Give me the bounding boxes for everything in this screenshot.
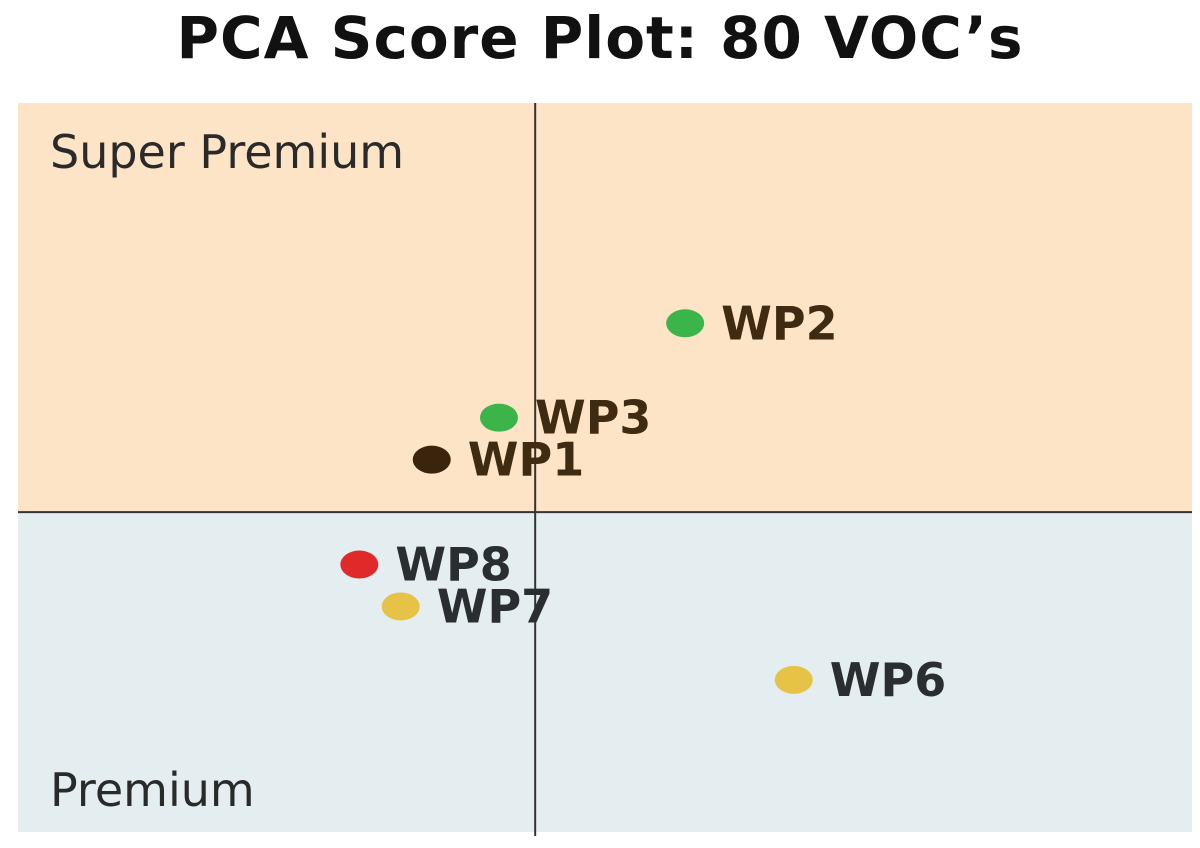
chart-title: PCA Score Plot: 80 VOC’s (176, 4, 1024, 72)
point-wp6 (774, 665, 813, 694)
point-wp7 (381, 592, 420, 621)
point-label-wp3: WP3 (535, 391, 651, 445)
point-label-wp7: WP7 (437, 579, 553, 633)
point-wp8 (340, 550, 379, 579)
point-label-wp8: WP8 (395, 538, 511, 592)
region-premium (18, 512, 1192, 832)
region-label-super-premium: Super Premium (50, 125, 404, 179)
point-wp1 (412, 445, 451, 474)
region-super-premium (18, 103, 1192, 513)
region-label-premium: Premium (50, 763, 255, 817)
axes-layer (18, 103, 1192, 836)
point-label-wp1: WP1 (468, 433, 584, 487)
point-wp3 (479, 403, 518, 432)
point-wp2 (666, 309, 705, 338)
regions-layer (18, 103, 1192, 832)
region-labels-layer: Super Premium Premium (50, 125, 404, 817)
point-label-wp6: WP6 (830, 653, 946, 707)
point-label-wp2: WP2 (721, 296, 837, 350)
